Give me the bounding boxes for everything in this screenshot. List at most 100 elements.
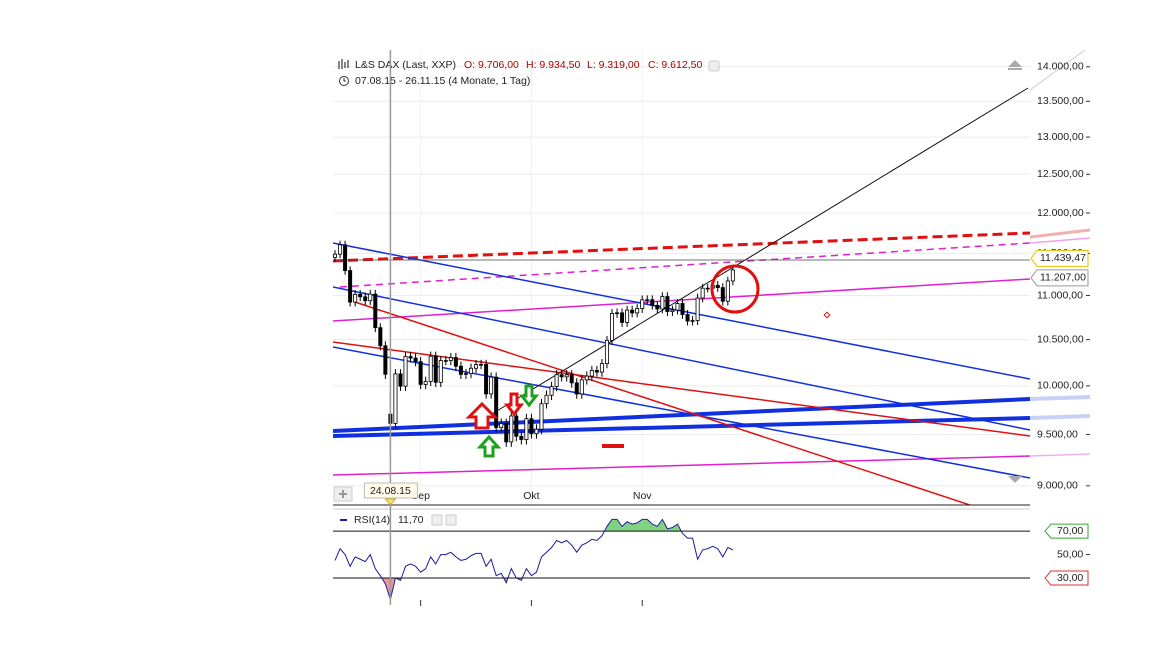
x-tick-label: Okt: [523, 490, 539, 502]
settings-icon[interactable]: [708, 60, 720, 72]
price-marker: [1030, 269, 1089, 287]
candle-body: [358, 293, 363, 298]
candle-body: [509, 415, 514, 443]
candle-body: [524, 418, 529, 440]
high: H: 9.934,50: [526, 59, 580, 71]
low: L: 9.319,00: [587, 59, 640, 71]
candle-body: [604, 340, 609, 365]
candle-body: [343, 244, 348, 271]
close: C: 9.612,50: [648, 59, 702, 71]
rsi-close[interactable]: [445, 514, 457, 526]
price-marker-label: 11.207,00: [1040, 272, 1086, 284]
candle-body: [348, 270, 353, 303]
candle-body: [690, 320, 695, 322]
red-up-arrow: [465, 401, 499, 430]
candle-body: [539, 403, 544, 430]
candle-body: [363, 296, 368, 302]
candle-body: [554, 374, 559, 387]
y-tick-label: 11.000,00: [1037, 289, 1083, 301]
candle-body: [680, 303, 685, 315]
rsi-band-fill: [335, 519, 733, 532]
candle-body: [378, 327, 383, 347]
rsi-tick-label: 70,00: [1057, 525, 1083, 537]
candle-body: [333, 253, 338, 258]
grid: [333, 50, 1030, 505]
candle-body: [615, 312, 620, 315]
candle-body: [625, 309, 630, 323]
scroll-up-bar[interactable]: [1008, 68, 1022, 70]
candle-body: [579, 379, 584, 395]
candle-body: [730, 269, 735, 282]
candle-body: [373, 293, 378, 329]
candle-body: [383, 345, 388, 375]
rsi-panel: RSI(14) 11,70: [333, 508, 1030, 602]
rsi-level-marker: [1044, 570, 1089, 586]
black-trend-line: [481, 87, 1029, 421]
candle-body: [635, 308, 640, 314]
candle-body: [403, 356, 408, 387]
candle-body: [675, 303, 680, 311]
candle-body: [514, 415, 519, 437]
candle-body: [640, 299, 645, 309]
price-marker-label: 11.439,47: [1040, 252, 1086, 264]
clock-icon: [339, 76, 349, 86]
candle-body: [398, 373, 403, 387]
y-tick-label: 9.000,00: [1037, 480, 1078, 492]
scroll-down[interactable]: [1008, 476, 1022, 483]
red-down-arrow: [503, 392, 525, 417]
faded-line: [1029, 395, 1091, 401]
blue-thick-line: [333, 397, 1030, 433]
drawings: [333, 87, 1030, 505]
cursor: 24.08.15: [363, 50, 418, 605]
candle-body: [458, 365, 463, 375]
scroll-up[interactable]: [1008, 60, 1022, 67]
green-down-arrow: [518, 384, 540, 408]
magenta-dashed-line: [339, 242, 1030, 288]
candle-body: [700, 287, 705, 299]
candle-body: [448, 357, 453, 361]
candle-body: [474, 364, 479, 369]
candle-body: [408, 356, 413, 359]
candle-body: [423, 380, 428, 385]
faded-line: [1029, 228, 1091, 239]
candle-body: [630, 309, 635, 314]
candle-body: [504, 423, 509, 443]
candle-body: [655, 304, 660, 310]
candle-body: [428, 355, 433, 382]
candle-body: [720, 287, 725, 302]
zoom-plus[interactable]: [339, 490, 347, 498]
candle-body: [559, 374, 564, 378]
diamond-marker: [823, 311, 831, 319]
rsi-tick-label: 50,00: [1057, 548, 1083, 560]
magenta-line: [333, 455, 1030, 476]
y-tick-label: 12.500,00: [1037, 168, 1084, 180]
candle-body: [418, 361, 423, 385]
candle-body: [484, 364, 489, 395]
candle-body: [443, 360, 448, 362]
faded-line: [1029, 453, 1091, 457]
x-tick-label: Nov: [633, 490, 652, 502]
y-tick-label: 10.500,00: [1037, 333, 1084, 345]
candle-body: [413, 357, 418, 363]
candle-body: [564, 374, 569, 378]
candle-body: [569, 374, 574, 384]
rsi-settings[interactable]: [431, 514, 443, 526]
rsi-title: RSI(14): [354, 514, 390, 526]
instrument: L&S DAX (Last, XXP): [355, 59, 456, 71]
axes: 9.000,00 9.500,00 10.000,00 10.500,00 11.000…: [333, 61, 1090, 606]
candle-body: [438, 360, 443, 383]
candle-body: [453, 357, 458, 367]
candle-body: [685, 314, 690, 322]
y-tick-label: 10.000,00: [1037, 380, 1084, 392]
candle-body: [494, 376, 499, 428]
candle-body: [544, 394, 549, 405]
candle-body: [338, 244, 343, 255]
candle-body: [393, 373, 398, 424]
blue-line: [333, 346, 1030, 479]
cursor-label-box: [363, 482, 418, 499]
y-tick-label: 9.500,00: [1037, 428, 1078, 440]
candle-body: [665, 296, 670, 313]
magenta-line: [333, 278, 1030, 322]
candle-body: [725, 280, 730, 302]
